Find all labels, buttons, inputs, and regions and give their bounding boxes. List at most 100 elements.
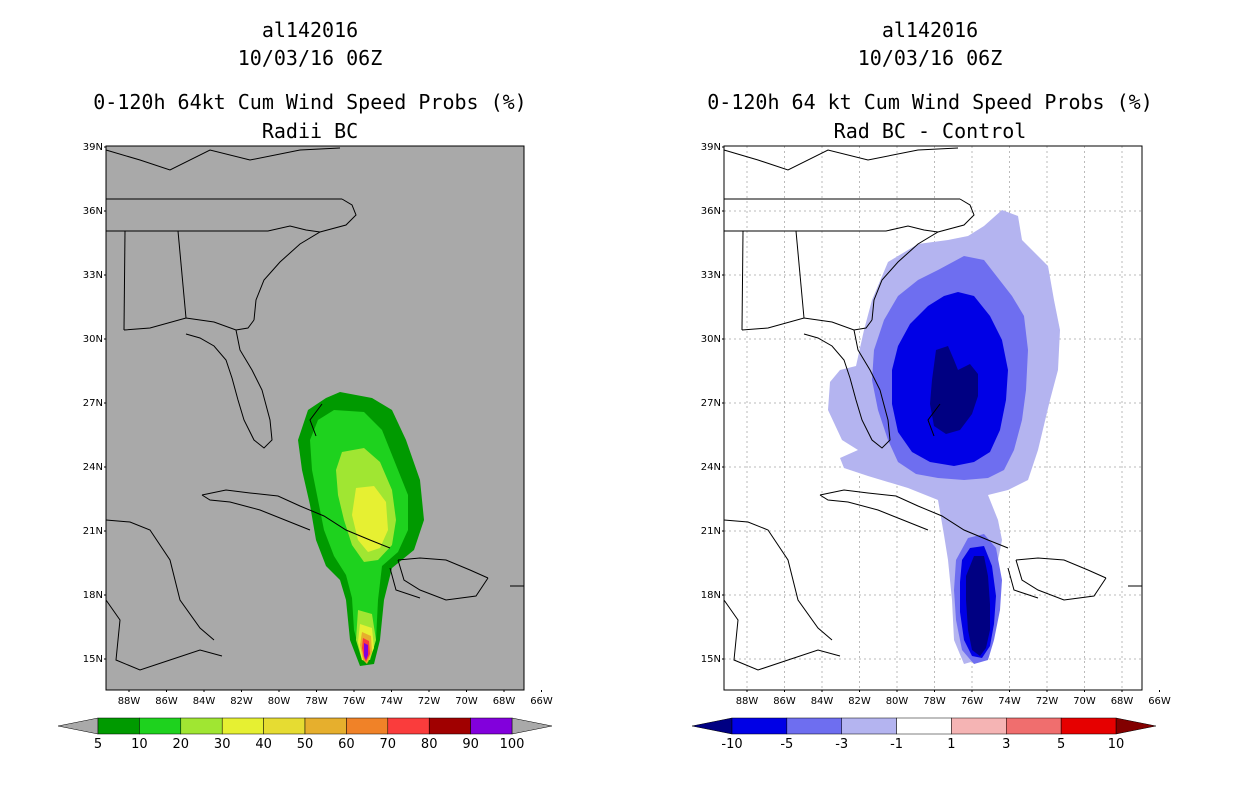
left-colorbar-high-arrow bbox=[511, 717, 553, 735]
right-colorbar: -10 -5 -3 -1 1 3 5 10 bbox=[691, 717, 1157, 752]
left-contour-30 bbox=[352, 486, 388, 662]
left-lon-label: 86W bbox=[155, 696, 178, 707]
left-lat-label: 30N bbox=[83, 334, 103, 345]
left-colorbar-label: 30 bbox=[214, 737, 231, 752]
left-lon-label: 78W bbox=[305, 696, 328, 707]
left-colorbar-label: 20 bbox=[173, 737, 190, 752]
left-lat-label: 18N bbox=[83, 590, 103, 601]
left-lon-label: 88W bbox=[118, 696, 141, 707]
right-lon-label: 66W bbox=[1148, 696, 1171, 707]
right-lat-label: 27N bbox=[701, 398, 721, 409]
right-lon-label: 88W bbox=[736, 696, 759, 707]
right-colorbar-segment bbox=[896, 717, 952, 735]
right-lat-label: 15N bbox=[701, 654, 721, 665]
left-colorbar: 5 10 20 30 40 50 60 70 80 90 100 bbox=[57, 717, 553, 752]
right-lon-label: 72W bbox=[1036, 696, 1059, 707]
left-colorbar-segment bbox=[387, 717, 430, 735]
right-map: 39N 36N 33N 30N 27N 24N 21N 18N 15N 88W 86W 84W 82W… bbox=[691, 142, 1171, 752]
left-lat-label: 27N bbox=[83, 398, 103, 409]
left-colorbar-segment bbox=[428, 717, 471, 735]
left-title-storm-id: al142016 bbox=[261, 18, 359, 42]
left-lon-label: 72W bbox=[418, 696, 441, 707]
left-lon-label: 76W bbox=[343, 696, 366, 707]
right-colorbar-segment bbox=[731, 717, 788, 735]
right-map-frame bbox=[723, 145, 1143, 691]
right-lon-label: 74W bbox=[998, 696, 1021, 707]
right-colorbar-label: 10 bbox=[1108, 737, 1125, 752]
right-lat-label: 36N bbox=[701, 206, 721, 217]
right-title-storm-id: al142016 bbox=[881, 18, 979, 42]
left-lon-labels: 88W 86W 84W 82W 80W 78W 76W 74W 72W 70W 68W 66W bbox=[118, 690, 553, 707]
left-colorbar-label: 70 bbox=[380, 737, 397, 752]
right-lon-label: 68W bbox=[1111, 696, 1134, 707]
left-colorbar-label: 90 bbox=[462, 737, 479, 752]
left-title-datetime: 10/03/16 06Z bbox=[237, 46, 383, 70]
right-colorbar-label: -3 bbox=[835, 737, 848, 752]
right-lon-label: 78W bbox=[923, 696, 946, 707]
right-lon-labels: 88W 86W 84W 82W 80W 78W 76W 74W 72W 70W 68W 66W bbox=[736, 690, 1171, 707]
left-lon-label: 82W bbox=[230, 696, 253, 707]
right-colorbar-low-arrow bbox=[691, 717, 733, 735]
right-colorbar-segment bbox=[841, 717, 897, 735]
right-difference-contours bbox=[828, 210, 1060, 664]
right-colorbar-label: -10 bbox=[721, 737, 742, 752]
left-lat-labels: 39N 36N 33N 30N 27N 24N 21N 18N 15N bbox=[83, 142, 106, 665]
right-colorbar-label: -5 bbox=[780, 737, 793, 752]
right-lon-label: 80W bbox=[886, 696, 909, 707]
right-lat-label: 24N bbox=[701, 462, 721, 473]
left-colorbar-label: 10 bbox=[131, 737, 148, 752]
left-colorbar-label: 80 bbox=[421, 737, 438, 752]
left-lon-label: 84W bbox=[193, 696, 216, 707]
left-colorbar-label: 5 bbox=[94, 737, 102, 752]
right-colorbar-label: 5 bbox=[1057, 737, 1065, 752]
right-colorbar-segment bbox=[951, 717, 1007, 735]
left-colorbar-label: 50 bbox=[297, 737, 314, 752]
left-colorbar-segment bbox=[263, 717, 306, 735]
left-lat-label: 24N bbox=[83, 462, 103, 473]
right-lon-label: 86W bbox=[773, 696, 796, 707]
left-lon-label: 68W bbox=[493, 696, 516, 707]
right-colorbar-label: -1 bbox=[890, 737, 903, 752]
left-lon-label: 74W bbox=[380, 696, 403, 707]
left-colorbar-segment bbox=[180, 717, 223, 735]
right-colorbar-high-arrow bbox=[1115, 717, 1157, 735]
right-lat-label: 33N bbox=[701, 270, 721, 281]
right-colorbar-label: 1 bbox=[947, 737, 955, 752]
left-title-product: 0-120h 64kt Cum Wind Speed Probs (%) bbox=[93, 90, 527, 114]
right-lon-label: 76W bbox=[961, 696, 984, 707]
right-colorbar-segment bbox=[1006, 717, 1062, 735]
left-colorbar-segment bbox=[470, 717, 513, 735]
right-colorbar-segment bbox=[1060, 717, 1117, 735]
left-lat-label: 33N bbox=[83, 270, 103, 281]
left-lon-label: 70W bbox=[455, 696, 478, 707]
left-coastlines bbox=[105, 147, 524, 671]
left-lat-label: 39N bbox=[83, 142, 103, 153]
left-colorbar-segment bbox=[139, 717, 182, 735]
right-lat-label: 18N bbox=[701, 590, 721, 601]
right-lat-label: 30N bbox=[701, 334, 721, 345]
left-colorbar-segment bbox=[221, 717, 264, 735]
right-contour-minus-10 bbox=[930, 346, 990, 656]
left-lon-label: 80W bbox=[268, 696, 291, 707]
left-colorbar-segment bbox=[304, 717, 347, 735]
right-colorbar-segment bbox=[786, 717, 842, 735]
right-lat-labels: 39N 36N 33N 30N 27N 24N 21N 18N 15N bbox=[701, 142, 724, 665]
left-lat-label: 15N bbox=[83, 654, 103, 665]
right-title-product: 0-120h 64 kt Cum Wind Speed Probs (%) bbox=[707, 90, 1153, 114]
left-map-frame bbox=[105, 145, 525, 691]
right-coastlines bbox=[723, 147, 1142, 671]
right-lat-label: 39N bbox=[701, 142, 721, 153]
right-lon-label: 84W bbox=[811, 696, 834, 707]
right-lat-label: 21N bbox=[701, 526, 721, 537]
left-colorbar-label: 60 bbox=[338, 737, 355, 752]
right-lon-label: 70W bbox=[1073, 696, 1096, 707]
left-lon-label: 66W bbox=[530, 696, 553, 707]
left-colorbar-label: 100 bbox=[500, 737, 525, 752]
right-title-subtitle: Rad BC - Control bbox=[833, 119, 1027, 143]
left-colorbar-low-arrow bbox=[57, 717, 99, 735]
left-colorbar-segment bbox=[346, 717, 389, 735]
left-lat-label: 36N bbox=[83, 206, 103, 217]
right-colorbar-label: 3 bbox=[1002, 737, 1010, 752]
right-lon-label: 82W bbox=[848, 696, 871, 707]
left-map: 39N 36N 33N 30N 27N 24N 21N 18N 15N 88W 86W 84W 82W… bbox=[57, 142, 553, 752]
